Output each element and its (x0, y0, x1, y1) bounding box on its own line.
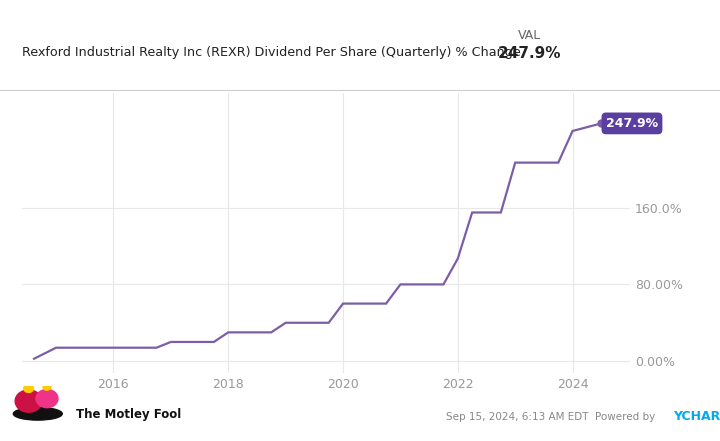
Circle shape (24, 385, 34, 392)
Circle shape (43, 384, 51, 390)
Text: YCHARTS: YCHARTS (673, 410, 720, 423)
Circle shape (15, 390, 42, 412)
Text: 247.9%: 247.9% (498, 46, 561, 61)
Ellipse shape (14, 407, 63, 420)
Text: The Motley Fool: The Motley Fool (76, 408, 181, 421)
Circle shape (36, 389, 58, 407)
Text: Rexford Industrial Realty Inc (REXR) Dividend Per Share (Quarterly) % Change: Rexford Industrial Realty Inc (REXR) Div… (22, 46, 521, 59)
Text: VAL: VAL (518, 29, 541, 41)
Text: Sep 15, 2024, 6:13 AM EDT  Powered by: Sep 15, 2024, 6:13 AM EDT Powered by (446, 412, 659, 422)
Text: 247.9%: 247.9% (606, 117, 658, 130)
